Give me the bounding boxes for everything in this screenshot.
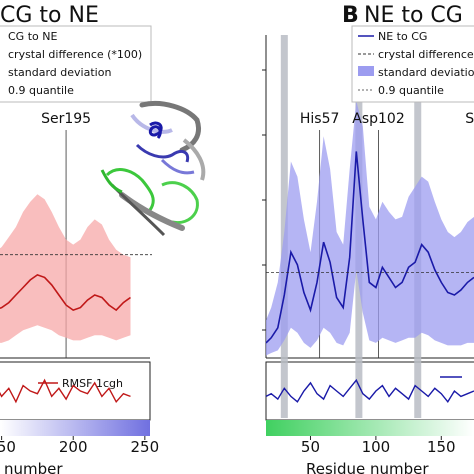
protein-structure-illustration — [100, 101, 206, 237]
x-tick-label: 100 — [362, 438, 391, 456]
legend-label: 0.9 quantile — [8, 84, 74, 97]
residue-label: His57 — [300, 111, 340, 127]
residue-label: Asp102 — [352, 111, 404, 127]
panel-a-rmsf-frame — [0, 361, 151, 421]
panel-b-legend — [351, 25, 474, 103]
grey-band — [280, 35, 288, 418]
residue-label: Ser195 — [41, 111, 91, 127]
panel-a-xlabel: Residue number — [0, 460, 63, 474]
legend-label: 0.9 quantile — [378, 84, 444, 97]
panel-b-title: NE to CG — [364, 3, 463, 28]
panel-b-letter: B — [342, 3, 359, 28]
panel-b-colorbar — [266, 420, 474, 436]
panel-a-title: CG to NE — [0, 3, 99, 28]
panel-b-legend-entries: NE to CG crystal difference standard devia… — [358, 30, 474, 97]
x-tick-label: 150 — [427, 438, 456, 456]
panel-b-mean-line — [265, 151, 474, 344]
panel-a-colorbar — [0, 420, 150, 436]
legend-label: NE to CG — [378, 30, 427, 43]
panel-b: B NE to CG His57 Asp102 Se NE to CG crystal… — [262, 3, 474, 474]
panel-b-rmsf-frame — [265, 361, 474, 421]
x-tick-label: 50 — [301, 438, 320, 456]
x-tick-label: 250 — [131, 438, 160, 456]
legend-label: standard deviation — [378, 66, 474, 79]
panel-b-x-ticks: 50 100 150 — [301, 436, 456, 456]
panel-b-residue-labels: His57 Asp102 Se — [300, 111, 474, 127]
panel-a-residue-labels: Ser195 — [41, 111, 91, 127]
residue-label: Se — [465, 111, 474, 127]
x-tick-label: 200 — [59, 438, 88, 456]
panel-a-legend — [0, 25, 152, 103]
panel-a-legend-entries: CG to NE crystal difference (*100) standar… — [8, 30, 142, 97]
x-tick-label: 150 — [0, 438, 16, 456]
panel-a-rmsf-line — [0, 378, 131, 404]
legend-label: standard deviation — [8, 66, 111, 79]
panel-b-xlabel: Residue number — [306, 460, 429, 474]
panel-a-rmsf-legend-label: RMSF 1cgh — [62, 377, 123, 390]
panel-a: CG to NE Ser195 CG to NE crystal differen… — [0, 3, 159, 474]
legend-label: crystal difference — [378, 48, 474, 61]
panel-a-mean-line — [0, 274, 131, 312]
panel-a-std-band — [0, 194, 131, 343]
legend-label: crystal difference (*100) — [8, 48, 142, 61]
panel-b-y-ticks — [262, 69, 266, 331]
legend-swatch — [358, 66, 374, 76]
legend-label: CG to NE — [8, 30, 57, 43]
panel-b-rmsf-line — [265, 378, 474, 404]
panel-b-std-band — [266, 101, 474, 356]
panel-a-x-ticks: 150 200 250 — [0, 436, 159, 456]
